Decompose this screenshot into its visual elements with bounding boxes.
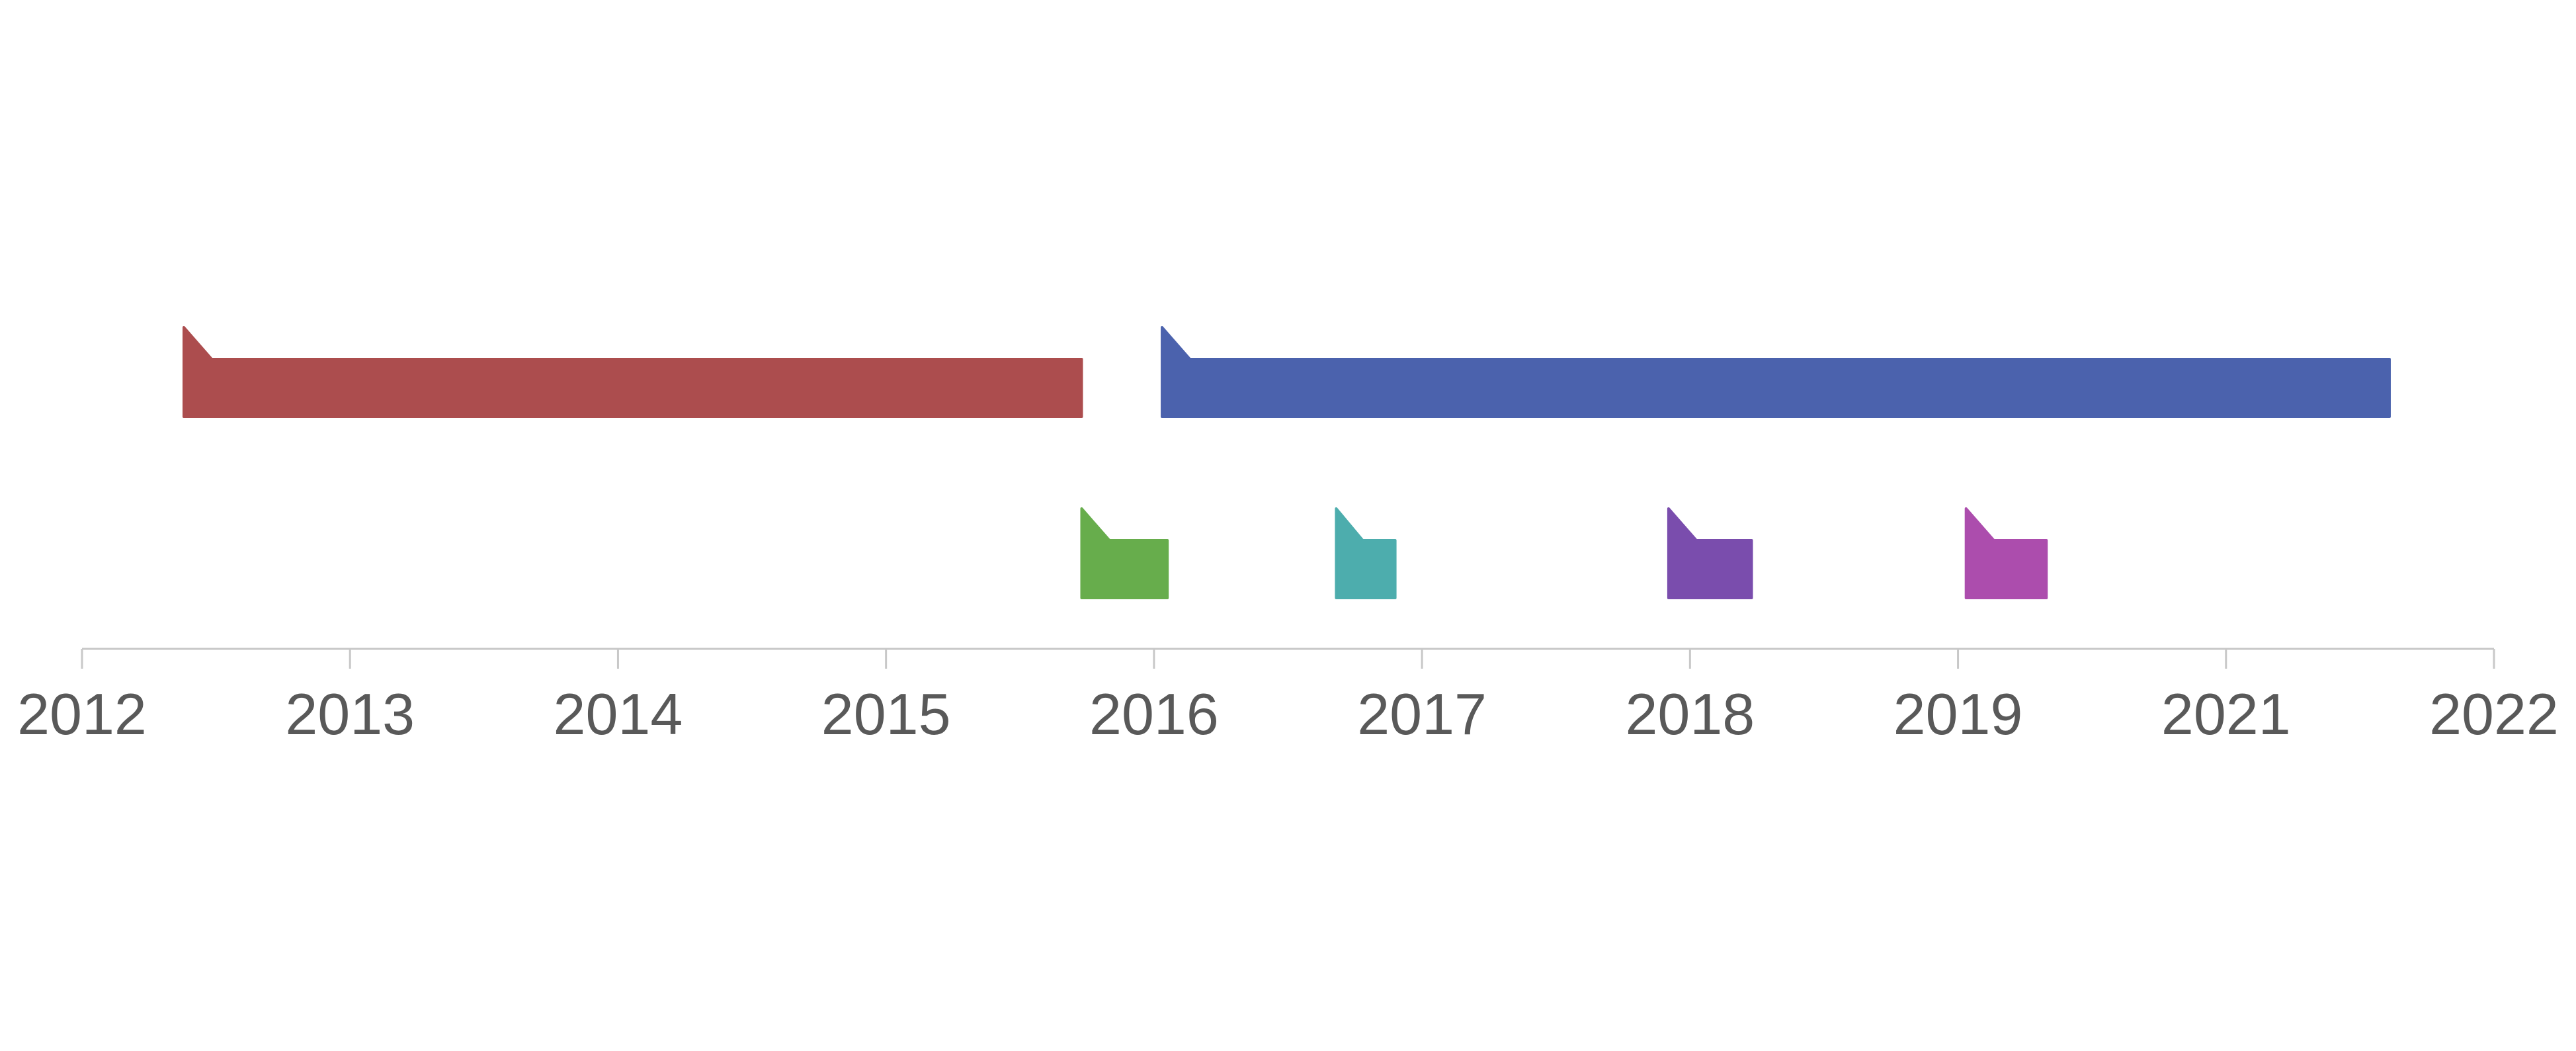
timeline-bar-2 (1161, 326, 2391, 418)
axis-tick-label: 2014 (554, 681, 683, 747)
timeline-bar-4 (1335, 507, 1397, 599)
axis-tick-label: 2016 (1089, 681, 1219, 747)
timeline-bar-3 (1080, 507, 1169, 599)
axis-tick-label: 2019 (1893, 681, 2023, 747)
axis-tick-label: 2017 (1357, 681, 1487, 747)
axis-tick-label: 2013 (285, 681, 415, 747)
bars-layer (182, 326, 2391, 599)
axis-tick-label: 2012 (17, 681, 147, 747)
axis-tick-label: 2022 (2429, 681, 2559, 747)
axis-tick-label: 2021 (2161, 681, 2291, 747)
timeline-bar-6 (1964, 507, 2048, 599)
axis-tick-label: 2018 (1625, 681, 1755, 747)
axis-tick-label: 2015 (821, 681, 951, 747)
axis-layer: 2012 2013 2014 2015 2016 2017 2018 2019 2021 2022 (17, 648, 2559, 747)
timeline-bar-1 (182, 326, 1083, 418)
timeline-bar-5 (1667, 507, 1753, 599)
